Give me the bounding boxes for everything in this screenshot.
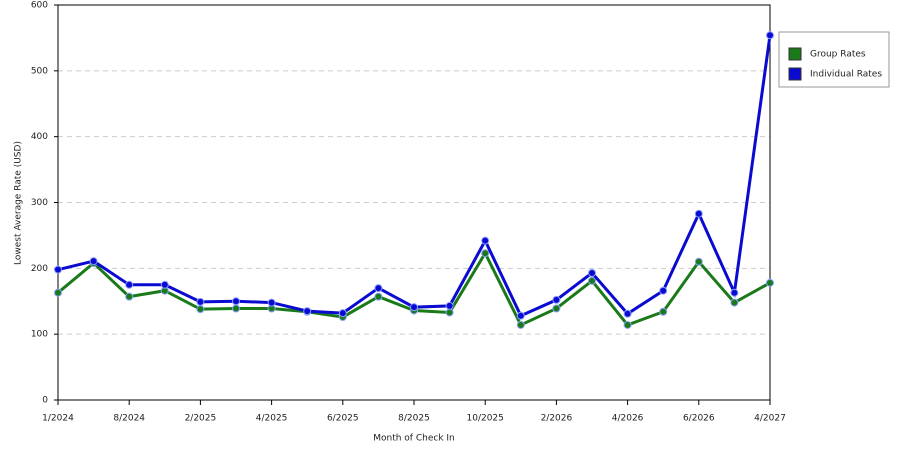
point <box>730 298 739 307</box>
point <box>694 257 703 266</box>
x-tick-label: 2/2025 <box>185 414 217 424</box>
point <box>481 236 490 245</box>
y-tick-label: 100 <box>31 330 48 340</box>
point <box>410 303 418 312</box>
x-tick-label: 4/2027 <box>754 414 786 424</box>
legend-label: Group Rates <box>810 50 866 60</box>
point <box>338 309 347 318</box>
point <box>267 298 276 307</box>
x-tick-label: 8/2025 <box>398 414 430 424</box>
y-tick-label: 500 <box>31 66 48 76</box>
point <box>196 305 205 314</box>
y-tick-label: 400 <box>31 132 48 142</box>
point <box>659 307 668 316</box>
point <box>516 320 525 329</box>
point <box>125 280 134 289</box>
point <box>766 31 774 40</box>
point <box>196 297 205 306</box>
point <box>125 292 134 301</box>
x-tick-label: 6/2025 <box>327 414 359 424</box>
x-tick-label: 6/2026 <box>683 414 715 424</box>
legend-swatch <box>788 67 802 81</box>
x-tick-label: 4/2026 <box>612 414 644 424</box>
point <box>374 292 383 301</box>
point <box>623 309 632 318</box>
point <box>54 288 62 297</box>
point <box>54 265 62 274</box>
legend-swatch <box>788 47 802 61</box>
point <box>516 311 525 320</box>
point <box>445 301 454 310</box>
point <box>552 295 561 304</box>
legend-label: Individual Rates <box>810 70 882 80</box>
point <box>588 276 596 285</box>
point <box>89 257 98 266</box>
point <box>303 307 312 316</box>
point <box>623 320 632 329</box>
y-tick-label: 200 <box>31 264 48 274</box>
point <box>588 268 596 277</box>
series-line <box>57 35 772 318</box>
y-tick-label: 0 <box>42 396 48 406</box>
point <box>730 288 739 297</box>
point <box>232 297 240 306</box>
point <box>694 209 703 218</box>
point <box>481 249 490 258</box>
x-tick-label: 10/2025 <box>467 414 504 424</box>
point <box>232 304 240 313</box>
x-axis-title: Month of Check In <box>373 434 455 444</box>
point <box>766 278 774 287</box>
point <box>445 308 454 317</box>
y-tick-label: 300 <box>31 198 48 208</box>
point <box>659 286 668 295</box>
x-tick-label: 2/2026 <box>541 414 573 424</box>
x-tick-label: 8/2024 <box>113 414 145 424</box>
point <box>374 284 383 293</box>
y-axis-title: Lowest Average Rate (USD) <box>14 141 24 265</box>
x-tick-label: 1/2024 <box>42 414 74 424</box>
x-tick-label: 4/2025 <box>256 414 288 424</box>
point <box>160 280 169 289</box>
y-tick-label: 600 <box>31 1 48 11</box>
point <box>552 304 561 313</box>
